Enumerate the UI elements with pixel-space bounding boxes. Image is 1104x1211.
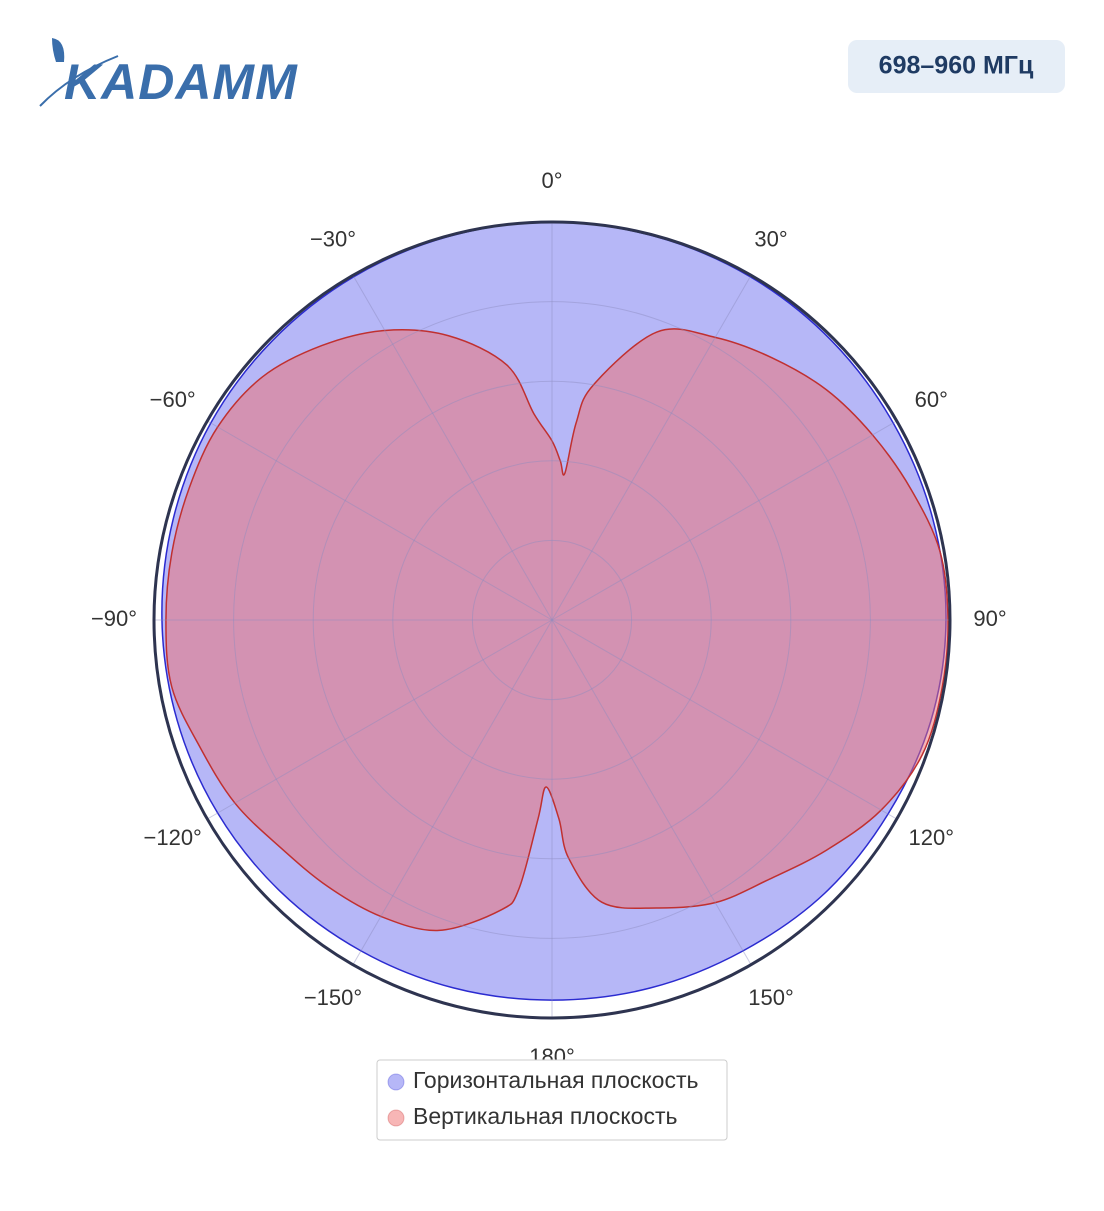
angular-tick-label: 90°: [973, 606, 1006, 631]
logo-text: KADAMM: [64, 54, 298, 110]
legend-marker: [387, 1109, 405, 1127]
legend-label: Вертикальная плоскость: [413, 1103, 677, 1129]
radial-grid-circle: [312, 380, 792, 860]
radial-grid-circle: [392, 460, 712, 780]
legend: Горизонтальная плоскость Вертикальная пло…: [376, 1059, 728, 1141]
angular-tick-label: −30°: [310, 226, 356, 251]
angular-grid-line: [207, 420, 553, 621]
legend-box: [376, 1059, 728, 1141]
legend-marker: [387, 1073, 405, 1091]
angular-tick-label: 0°: [541, 168, 562, 193]
radial-grid-circle: [471, 539, 633, 701]
logo: KADAMM: [39, 38, 298, 110]
angular-tick-label: 120°: [909, 825, 955, 850]
angular-tick-label: 30°: [754, 226, 787, 251]
angular-tick-label: 150°: [748, 985, 794, 1010]
legend-label: Горизонтальная плоскость: [413, 1067, 699, 1093]
logo-mark: [52, 38, 65, 62]
badge: [848, 40, 1065, 93]
angular-grid-line: [551, 275, 752, 621]
angular-tick-label: −90°: [91, 606, 137, 631]
angular-tick-label: −60°: [150, 387, 196, 412]
radial-grid-circle: [233, 301, 871, 939]
angular-grid-line: [207, 619, 553, 820]
angular-tick-label: 60°: [915, 387, 948, 412]
outer-axis: [152, 220, 952, 1020]
logo-swoosh: [39, 55, 119, 107]
angular-grid-line: [352, 619, 553, 965]
series-area: [165, 328, 949, 932]
angular-grid-line: [551, 619, 752, 965]
angular-tick-label: −150°: [304, 985, 362, 1010]
polar-plot: 0°30°60°90°120°150°180°−150°−120°−90°−60…: [91, 168, 1007, 1069]
angular-grid-line: [352, 275, 553, 621]
angular-tick-label: −120°: [144, 825, 202, 850]
angular-grid-line: [551, 619, 897, 820]
badge-text: 698–960 МГц: [879, 52, 1034, 80]
angular-grid-line: [551, 420, 897, 621]
